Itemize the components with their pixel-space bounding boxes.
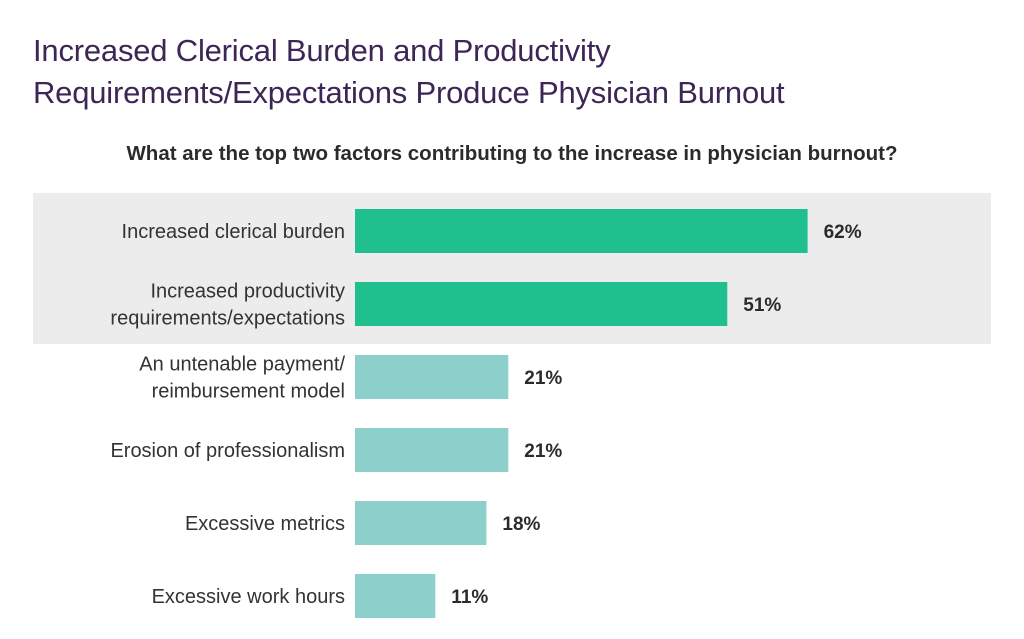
value-label-6: 11% [451,587,488,608]
bar-2 [355,282,728,326]
category-label-line: reimbursement model [152,381,345,403]
category-label-line: Increased clerical burden [122,221,345,243]
title-line-1: Increased Clerical Burden and Productivi… [33,33,611,68]
value-label-4: 21% [524,441,562,462]
category-label-line: Excessive metrics [185,513,345,535]
category-label-4: Erosion of professionalism [110,440,345,462]
category-label-3: An untenable payment/reimbursement model [139,354,345,403]
category-label-line: Excessive work hours [152,586,345,608]
bar-1 [355,209,808,253]
title-line-2: Requirements/Expectations Produce Physic… [33,75,785,110]
page-title: Increased Clerical Burden and Productivi… [33,30,993,114]
category-label-line: An untenable payment/ [139,354,345,376]
bar-4 [355,428,509,472]
category-label-6: Excessive work hours [152,586,345,608]
category-label-1: Increased clerical burden [122,221,345,243]
chart-subtitle: What are the top two factors contributin… [126,142,898,165]
category-label-line: Erosion of professionalism [110,440,345,462]
value-label-5: 18% [502,514,540,535]
category-label-line: requirements/expectations [110,308,345,330]
bar-3 [355,355,509,399]
value-label-1: 62% [824,222,862,243]
category-label-5: Excessive metrics [185,513,345,535]
category-label-line: Increased productivity [150,281,345,303]
value-label-2: 51% [743,295,781,316]
bar-6 [355,574,436,618]
bar-5 [355,501,487,545]
category-label-2: Increased productivity requirements/expec… [110,281,345,330]
value-label-3: 21% [524,368,562,389]
